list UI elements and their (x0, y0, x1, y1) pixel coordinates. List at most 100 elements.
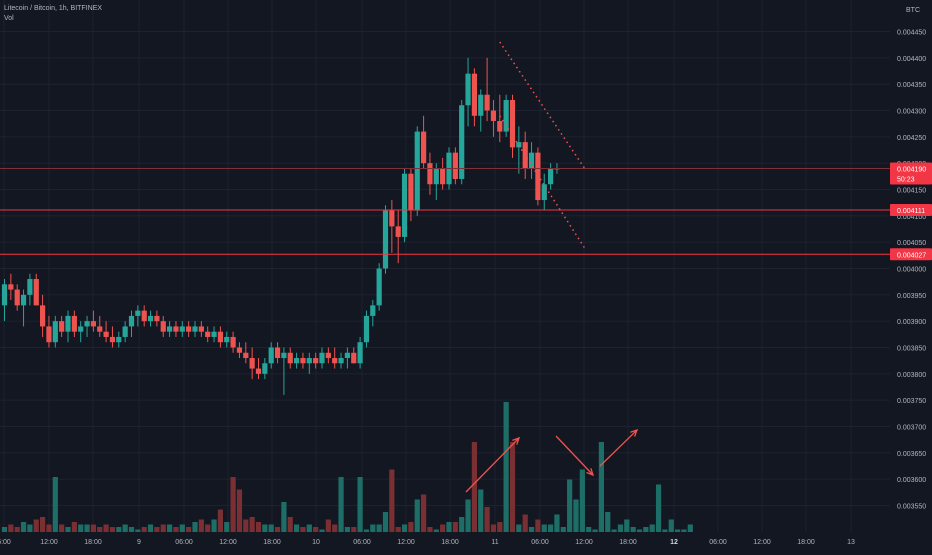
candle-body[interactable] (313, 358, 319, 364)
candle-body[interactable] (46, 326, 52, 343)
candle-body[interactable] (287, 352, 293, 364)
price-axis[interactable]: BTC 0.004450 0.004400 0.004350 0.004300 0.004… (890, 7, 932, 510)
candle-body[interactable] (274, 347, 281, 359)
candle-body[interactable] (173, 326, 179, 332)
candle-body[interactable] (8, 284, 14, 290)
candle-body[interactable] (433, 168, 439, 185)
candle-body[interactable] (357, 342, 363, 364)
candles[interactable] (1, 57, 560, 395)
candle-body[interactable] (255, 368, 262, 374)
drawings[interactable] (465, 41, 639, 493)
candle-body[interactable] (217, 331, 223, 343)
candle-body[interactable] (351, 352, 357, 364)
candle-body[interactable] (243, 352, 249, 359)
candle-body[interactable] (109, 336, 116, 343)
candle-body[interactable] (128, 315, 135, 327)
candle-body[interactable] (389, 210, 395, 227)
candle-body[interactable] (382, 210, 389, 269)
candle-body[interactable] (376, 268, 382, 306)
time-axis[interactable]: 6:00 12:00 18:00 9 06:00 12:00 18:00 10 06:00 12:… (0, 539, 855, 546)
candle-body[interactable] (325, 352, 331, 359)
candle-body[interactable] (14, 289, 20, 306)
candle-body[interactable] (344, 352, 350, 359)
candle-body[interactable] (440, 168, 446, 185)
candle-body[interactable] (509, 99, 516, 148)
candle-body[interactable] (27, 279, 33, 295)
candle-body[interactable] (300, 358, 306, 364)
candle-body[interactable] (306, 358, 312, 364)
candle-body[interactable] (40, 305, 46, 327)
price-tick-label: 0.003650 (897, 451, 926, 458)
candle-body[interactable] (198, 326, 204, 332)
candle-body[interactable] (471, 73, 477, 116)
candle-body[interactable] (281, 352, 287, 359)
candle-body[interactable] (116, 336, 122, 343)
candle-body[interactable] (33, 279, 39, 306)
candle-body[interactable] (401, 173, 408, 237)
candle-body[interactable] (205, 331, 211, 337)
candle-body[interactable] (370, 305, 376, 316)
candle-body[interactable] (160, 321, 166, 332)
candle-body[interactable] (65, 315, 71, 332)
candle-body[interactable] (294, 358, 300, 364)
candle-body[interactable] (363, 315, 370, 343)
candle-body[interactable] (211, 331, 217, 337)
horizontal-lines[interactable] (0, 167, 890, 255)
candle-body[interactable] (97, 326, 103, 332)
candle-body[interactable] (59, 321, 65, 332)
candle-body[interactable] (141, 310, 147, 322)
time-tick-label: 12 (670, 539, 678, 546)
candle-body[interactable] (427, 163, 433, 185)
candle-body[interactable] (414, 131, 420, 211)
candle-body[interactable] (395, 226, 401, 237)
candle-body[interactable] (52, 321, 58, 343)
arrow-down[interactable] (555, 435, 595, 477)
candle-body[interactable] (408, 173, 414, 211)
candle-body[interactable] (84, 321, 90, 327)
candle-body[interactable] (249, 358, 255, 369)
candle-body[interactable] (516, 142, 522, 148)
candle-body[interactable] (541, 184, 547, 201)
candle-body[interactable] (103, 331, 109, 337)
candle-body[interactable] (167, 326, 173, 332)
candle-body[interactable] (268, 347, 274, 364)
candle-body[interactable] (421, 131, 427, 164)
candle-body[interactable] (459, 105, 465, 179)
candle-body[interactable] (465, 73, 471, 106)
arrow-up-2[interactable] (599, 428, 639, 467)
candle-body[interactable] (154, 315, 160, 322)
candle-body[interactable] (230, 336, 236, 348)
candle-body[interactable] (478, 94, 484, 116)
candle-body[interactable] (548, 168, 554, 185)
candle-body[interactable] (236, 347, 243, 353)
candle-body[interactable] (179, 326, 185, 332)
arrow-up-1[interactable] (465, 436, 521, 493)
candle-body[interactable] (147, 315, 154, 322)
candle-body[interactable] (528, 152, 535, 169)
candle-body[interactable] (452, 152, 458, 179)
channel-upper-line[interactable] (499, 41, 587, 171)
candle-body[interactable] (78, 326, 84, 332)
candle-body[interactable] (319, 352, 325, 364)
candle-body[interactable] (522, 142, 528, 169)
candle-body[interactable] (20, 294, 27, 306)
channel-lower-line[interactable] (499, 115, 587, 251)
candle-body[interactable] (135, 310, 141, 316)
candle-body[interactable] (71, 315, 77, 332)
candle-body[interactable] (1, 284, 8, 306)
candle-body[interactable] (192, 326, 198, 332)
candle-body[interactable] (338, 358, 344, 364)
candle-body[interactable] (535, 152, 541, 201)
candle-body[interactable] (490, 110, 497, 122)
candle-body[interactable] (122, 326, 128, 337)
candle-body[interactable] (497, 121, 503, 132)
candle-body[interactable] (224, 336, 230, 343)
candle-body[interactable] (262, 363, 268, 374)
candle-body[interactable] (186, 326, 192, 332)
candle-body[interactable] (484, 94, 490, 111)
candle-body[interactable] (90, 321, 96, 327)
candle-body[interactable] (503, 99, 509, 132)
candle-body[interactable] (332, 358, 338, 364)
